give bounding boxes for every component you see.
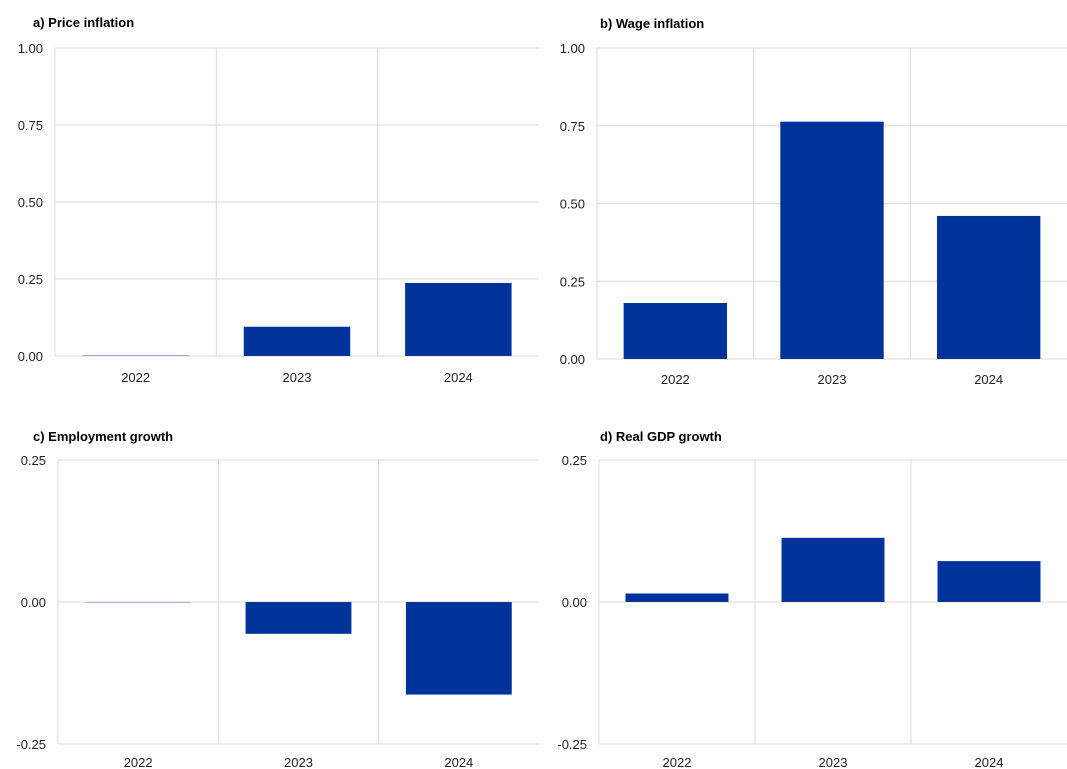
y-tick-label: 0.25: [562, 453, 587, 468]
y-tick-label: 0.25: [560, 274, 585, 289]
bar-2022: [623, 303, 728, 359]
bar-2024: [936, 215, 1041, 359]
bar-2024: [937, 561, 1041, 602]
y-tick-label: 1.00: [18, 41, 43, 56]
bar-2023: [245, 602, 352, 634]
y-tick-label: 0.50: [560, 197, 585, 212]
x-tick-label: 2023: [819, 755, 848, 769]
y-tick-label: -0.25: [16, 737, 46, 752]
bar-2023: [780, 121, 884, 359]
x-tick-label: 2022: [121, 370, 150, 385]
chart-panel-4: d) Real GDP growth 0.25 0.00 -0.25 2022 2023 2…: [557, 429, 1067, 769]
chart-panel-3: c) Employment growth 0.25 0.00 -0.25 2022 202…: [16, 429, 539, 769]
y-tick-label: 0.75: [18, 118, 43, 133]
chart-title: c) Employment growth: [33, 429, 173, 444]
y-tick-label: -0.25: [557, 737, 587, 752]
bar-2023: [781, 537, 885, 602]
y-tick-label: 0.00: [562, 595, 587, 610]
x-tick-label: 2024: [444, 370, 473, 385]
chart-title: a) Price inflation: [33, 15, 134, 30]
bar-2022: [85, 602, 192, 603]
chart-title: d) Real GDP growth: [600, 429, 722, 444]
bar-2022: [625, 593, 729, 602]
x-tick-label: 2023: [284, 755, 313, 769]
bar-2024: [405, 602, 512, 695]
bar-2024: [405, 283, 512, 356]
y-tick-label: 0.50: [18, 195, 43, 210]
x-tick-label: 2024: [974, 372, 1003, 387]
y-tick-label: 0.75: [560, 119, 585, 134]
bar-2023: [243, 326, 351, 356]
chart-panel-2: b) Wage inflation 1.00 0.75 0.50 0.25 0.00 202…: [560, 16, 1067, 387]
x-tick-label: 2022: [124, 755, 153, 769]
y-tick-label: 0.00: [560, 352, 585, 367]
y-tick-label: 0.25: [18, 272, 43, 287]
chart-title: b) Wage inflation: [600, 16, 704, 31]
y-tick-label: 1.00: [560, 41, 585, 56]
x-tick-label: 2024: [975, 755, 1004, 769]
x-tick-label: 2023: [283, 370, 312, 385]
bar-2022: [82, 355, 189, 357]
y-tick-label: 0.25: [21, 453, 46, 468]
x-tick-label: 2022: [661, 372, 690, 387]
y-tick-label: 0.00: [21, 595, 46, 610]
y-tick-label: 0.00: [18, 349, 43, 364]
x-tick-label: 2024: [444, 755, 473, 769]
chart-panel-1: a) Price inflation 1.00 0.75 0.50 0.25 0.00 20…: [18, 15, 539, 385]
x-tick-label: 2022: [663, 755, 692, 769]
x-tick-label: 2023: [818, 372, 847, 387]
